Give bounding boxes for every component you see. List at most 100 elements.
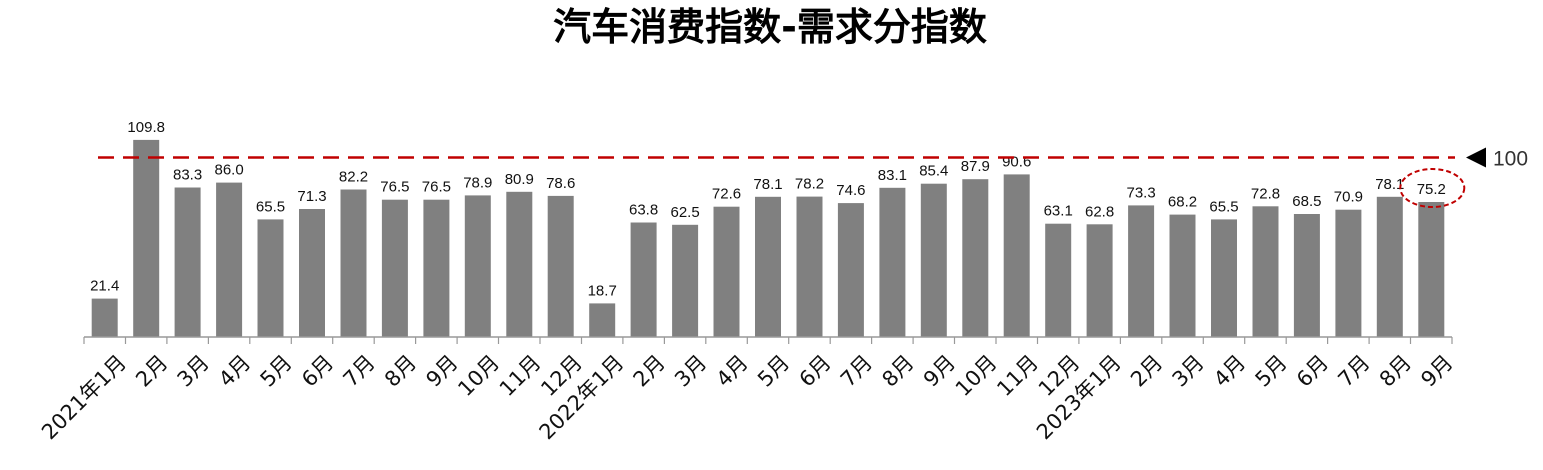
reference-arrow-icon — [1466, 147, 1486, 168]
bar-value-label: 76.5 — [422, 179, 451, 196]
bar-value-label: 68.2 — [1168, 194, 1197, 211]
bar-value-label: 65.5 — [1209, 198, 1238, 215]
bar — [133, 139, 160, 337]
bar — [216, 182, 243, 337]
bar-value-label: 78.1 — [753, 176, 782, 193]
bar-value-label: 68.5 — [1292, 193, 1321, 210]
x-tick-label: 5月 — [1251, 350, 1292, 391]
bar-value-label: 76.5 — [380, 179, 409, 196]
bars-layer: 21.4 109.8 83.3 86.0 65.5 71.3 82.2 76.5 76.5 78.… — [90, 119, 1446, 337]
bar-value-label: 78.2 — [795, 176, 824, 193]
bar — [506, 191, 533, 337]
bar — [796, 196, 823, 337]
bar — [1252, 206, 1279, 337]
x-tick-label: 2月 — [1126, 350, 1167, 391]
x-tick-label: 2021年1月 — [37, 350, 131, 444]
x-tick-label: 4月 — [1209, 350, 1250, 391]
bar-value-label: 70.9 — [1334, 189, 1363, 206]
bar-value-label: 73.3 — [1126, 184, 1155, 201]
bar — [589, 303, 616, 337]
bar-value-label: 83.1 — [878, 167, 907, 184]
bar-value-label: 74.6 — [836, 182, 865, 199]
x-tick-label: 6月 — [297, 350, 338, 391]
bar-value-label: 71.3 — [297, 188, 326, 205]
x-tick-label: 5月 — [256, 350, 297, 391]
x-tick-label: 3月 — [670, 350, 711, 391]
bar — [837, 203, 864, 337]
bar-value-label: 65.5 — [256, 198, 285, 215]
x-tick-label: 9月 — [1416, 350, 1457, 391]
x-tick-label: 3月 — [1168, 350, 1209, 391]
bar — [423, 199, 450, 337]
bar-value-label: 78.6 — [546, 175, 575, 192]
bar — [547, 195, 574, 337]
bar-value-label: 62.5 — [670, 204, 699, 221]
x-tick-label: 4月 — [712, 350, 753, 391]
bar — [962, 179, 989, 337]
reference-line-group: 100 — [98, 147, 1528, 208]
reference-line-label: 100 — [1493, 148, 1528, 171]
bar-value-label: 87.9 — [961, 158, 990, 175]
bar — [713, 206, 740, 337]
bar — [672, 224, 699, 337]
bar-value-label: 90.6 — [1002, 153, 1031, 170]
x-tick-label: 8月 — [380, 350, 421, 391]
x-tick-label: 4月 — [214, 350, 255, 391]
bar — [340, 189, 367, 337]
x-tick-label: 8月 — [877, 350, 918, 391]
bar-value-label: 75.2 — [1417, 181, 1446, 198]
bar-value-label: 62.8 — [1085, 203, 1114, 220]
bar-value-label: 82.2 — [339, 169, 368, 186]
bar-value-label: 63.1 — [1044, 203, 1073, 220]
bar — [299, 209, 325, 337]
x-tick-label: 10月 — [951, 350, 1002, 401]
bar — [630, 222, 657, 337]
bar-value-label: 78.1 — [1375, 176, 1404, 193]
bar — [879, 187, 906, 337]
x-tick-label: 8月 — [1375, 350, 1416, 391]
x-tick-label: 6月 — [1292, 350, 1333, 391]
bar — [1045, 223, 1072, 337]
bar — [755, 196, 781, 337]
bar-value-label: 72.6 — [712, 186, 741, 203]
x-tick-label: 2月 — [629, 350, 670, 391]
x-tick-label: 11月 — [495, 350, 546, 401]
bar — [1169, 214, 1196, 337]
x-tick-label: 7月 — [339, 350, 380, 391]
highlight-circle — [1399, 168, 1466, 208]
bar — [257, 219, 284, 337]
bar-value-label: 18.7 — [588, 282, 617, 299]
bar — [1418, 202, 1445, 337]
bar-value-label: 78.9 — [463, 174, 492, 191]
bar — [920, 183, 947, 337]
bar — [1128, 205, 1155, 337]
x-tick-label: 7月 — [836, 350, 877, 391]
x-tick-label: 2月 — [131, 350, 172, 391]
x-tick-label: 11月 — [992, 350, 1043, 401]
bar-value-label: 109.8 — [127, 119, 165, 136]
bar — [381, 199, 408, 337]
bar-value-label: 83.3 — [173, 167, 202, 184]
x-tick-label: 5月 — [753, 350, 794, 391]
bar — [1211, 219, 1237, 337]
bar — [91, 298, 118, 337]
bar — [1086, 224, 1113, 337]
bar — [174, 187, 201, 337]
bar — [1376, 196, 1403, 337]
x-tick-label: 3月 — [173, 350, 214, 391]
bar — [464, 195, 491, 337]
bar — [1003, 174, 1030, 337]
bar — [1335, 209, 1362, 337]
x-tick-label: 10月 — [453, 350, 504, 401]
bar-value-label: 85.4 — [919, 163, 948, 180]
bar-value-label: 86.0 — [214, 162, 243, 179]
bar-value-label: 63.8 — [629, 202, 658, 219]
bar-value-label: 72.8 — [1251, 185, 1280, 202]
bar-value-label: 80.9 — [505, 171, 534, 188]
x-tick-label: 7月 — [1333, 350, 1374, 391]
x-tick-label: 6月 — [795, 350, 836, 391]
bar — [1293, 214, 1320, 337]
